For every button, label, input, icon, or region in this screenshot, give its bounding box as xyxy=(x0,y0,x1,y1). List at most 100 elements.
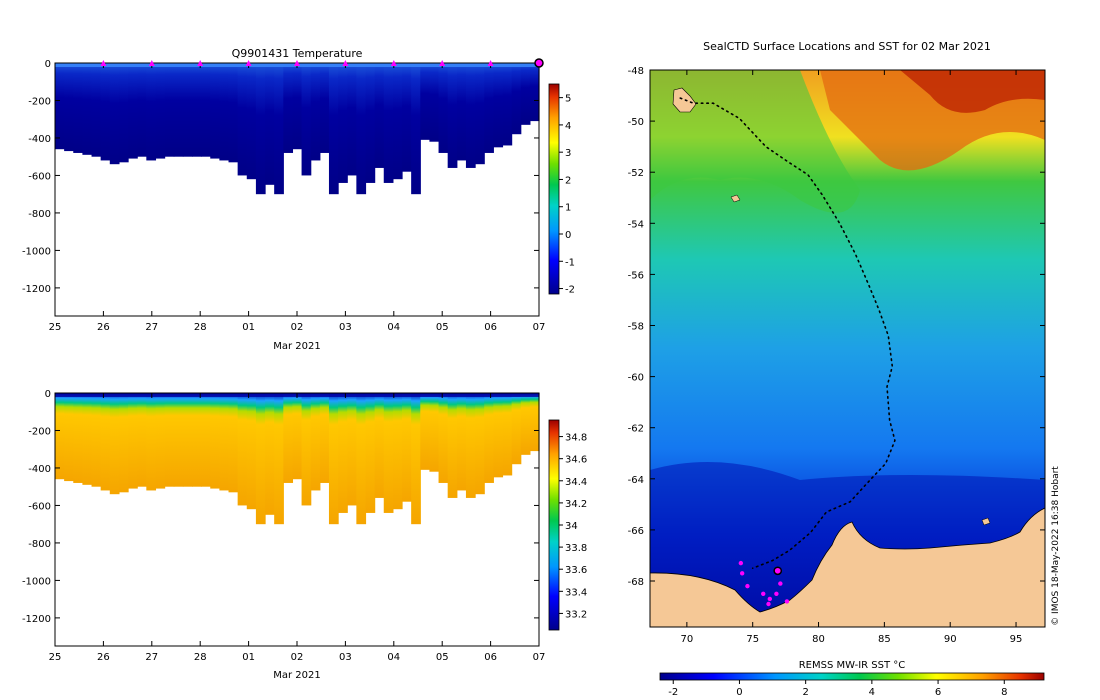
profile-column xyxy=(392,393,403,510)
colorbar-tick-label: 34 xyxy=(565,521,578,532)
profile-column xyxy=(465,393,476,498)
sst-map-title: SealCTD Surface Locations and SST for 02… xyxy=(703,40,991,53)
seal-position-dot xyxy=(784,599,790,604)
profile-column xyxy=(191,393,202,487)
x-tick-label: 90 xyxy=(944,634,957,645)
x-tick-label: 03 xyxy=(339,652,352,663)
profile-column xyxy=(201,393,211,487)
surfacing-marker xyxy=(487,60,494,66)
colorbar-tick-label: 34.6 xyxy=(565,455,587,466)
colorbar-tick-label: 8 xyxy=(1001,687,1007,698)
sst-colorbar-label: REMSS MW-IR SST °C xyxy=(799,660,906,671)
colorbar-tick-label: 34.2 xyxy=(565,499,587,510)
temperature-x-axis-label: Mar 2021 xyxy=(273,341,321,352)
profile-column xyxy=(356,63,367,195)
profile-column xyxy=(210,393,220,489)
colorbar-tick-label: 34.8 xyxy=(565,433,587,444)
x-tick-label: 80 xyxy=(812,634,825,645)
profile-column xyxy=(191,63,202,157)
x-tick-label: 70 xyxy=(680,634,693,645)
y-tick-label: 0 xyxy=(45,389,51,400)
salinity-profile-columns xyxy=(55,393,540,525)
profile-column xyxy=(164,393,175,487)
colorbar-tick-label: -2 xyxy=(565,285,575,296)
profile-column xyxy=(228,63,239,163)
y-tick-label: -400 xyxy=(28,134,51,145)
profile-column xyxy=(237,63,248,176)
y-tick-label: -58 xyxy=(628,322,644,333)
profile-column xyxy=(118,63,129,163)
colorbar-tick-label: 33.2 xyxy=(565,609,587,620)
profile-column xyxy=(420,393,431,470)
x-tick-label: 01 xyxy=(242,652,255,663)
x-tick-label: 28 xyxy=(194,652,207,663)
profile-column xyxy=(255,63,266,195)
profile-column xyxy=(374,393,385,498)
profile-column xyxy=(411,393,421,525)
profile-column xyxy=(128,393,138,489)
y-tick-label: -48 xyxy=(628,66,644,77)
profile-column xyxy=(475,393,485,495)
profile-column xyxy=(502,393,513,476)
temperature-section-panel: Q9901431 Temperature 25 26 27 28 01 02 03 04 05 0… xyxy=(22,47,575,352)
profile-column xyxy=(328,63,339,195)
y-tick-label: -60 xyxy=(628,373,644,384)
colorbar-tick-label: 4 xyxy=(565,121,571,132)
x-tick-label: 07 xyxy=(533,322,546,333)
profile-column xyxy=(465,63,476,168)
profile-column xyxy=(128,63,138,159)
surfacing-marker xyxy=(245,60,252,66)
profile-column xyxy=(328,393,339,525)
profile-column xyxy=(447,393,458,498)
profile-column xyxy=(475,63,485,165)
profile-column xyxy=(109,63,120,165)
profile-column xyxy=(356,393,367,525)
antarctic-land xyxy=(649,507,1046,628)
profile-column xyxy=(82,63,93,155)
profile-column xyxy=(301,63,312,176)
seal-position-dot xyxy=(778,581,783,586)
profile-column xyxy=(420,63,431,140)
profile-column xyxy=(292,393,303,480)
profile-column xyxy=(210,63,220,159)
x-tick-label: 26 xyxy=(97,652,110,663)
profile-column xyxy=(511,63,522,135)
profile-column xyxy=(456,63,467,161)
colorbar-tick-label: 6 xyxy=(935,687,941,698)
colorbar-tick-label: 33.8 xyxy=(565,543,587,554)
profile-column xyxy=(310,63,321,161)
kerguelen-island xyxy=(672,87,697,113)
profile-column xyxy=(55,63,65,150)
y-tick-label: -66 xyxy=(628,526,644,537)
profile-column xyxy=(274,63,284,195)
profile-column xyxy=(484,393,494,483)
y-tick-label: -200 xyxy=(28,426,51,437)
x-tick-label: 25 xyxy=(49,652,62,663)
y-tick-label: -50 xyxy=(628,117,644,128)
colorbar-tick-label: -1 xyxy=(565,257,575,268)
profile-column xyxy=(155,63,166,159)
x-tick-label: 04 xyxy=(387,652,400,663)
current-surfacing-marker xyxy=(534,58,544,68)
profile-column xyxy=(365,393,376,513)
profile-column xyxy=(374,63,385,168)
profile-column xyxy=(146,63,157,161)
profile-column xyxy=(402,393,412,502)
x-tick-label: 75 xyxy=(746,634,759,645)
surfacing-markers xyxy=(100,58,544,68)
sst-green-region xyxy=(650,70,860,213)
seal-position-dot xyxy=(738,560,744,566)
x-tick-label: 25 xyxy=(49,322,62,333)
x-tick-label: 05 xyxy=(436,652,449,663)
profile-column xyxy=(319,63,330,153)
y-tick-label: -1200 xyxy=(22,284,51,295)
profile-column xyxy=(137,393,147,487)
profile-column xyxy=(411,63,421,195)
profile-column xyxy=(182,63,193,157)
y-tick-label: -1200 xyxy=(22,614,51,625)
x-tick-label: 05 xyxy=(436,322,449,333)
sst-hot-region xyxy=(900,70,1045,113)
seal-position-dot xyxy=(739,571,745,576)
y-tick-label: -52 xyxy=(628,168,644,179)
